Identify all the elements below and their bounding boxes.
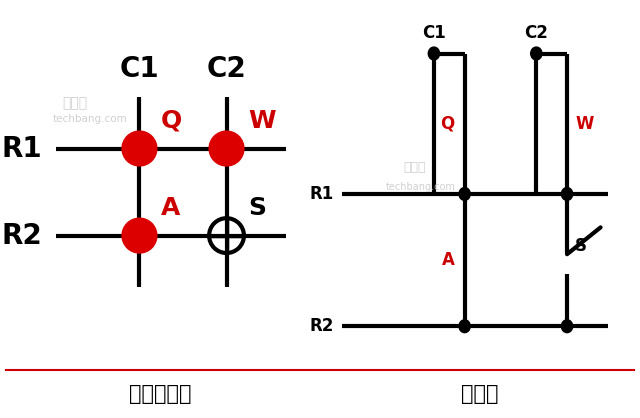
Text: C1: C1 — [120, 55, 159, 83]
Text: R2: R2 — [309, 317, 333, 335]
Circle shape — [561, 320, 573, 333]
Text: A: A — [161, 196, 180, 220]
Text: C1: C1 — [422, 24, 446, 42]
Text: C2: C2 — [207, 55, 246, 83]
Circle shape — [209, 131, 244, 166]
Circle shape — [561, 188, 573, 200]
Text: S: S — [575, 237, 588, 255]
Text: R1: R1 — [1, 135, 42, 163]
Text: C2: C2 — [524, 24, 548, 42]
Circle shape — [459, 188, 470, 200]
Text: Q: Q — [161, 109, 182, 133]
Circle shape — [122, 218, 157, 253]
Text: 工客邦: 工客邦 — [62, 97, 87, 110]
Circle shape — [531, 47, 542, 60]
Text: 電路圖: 電路圖 — [461, 384, 499, 404]
Text: A: A — [442, 251, 454, 269]
Text: 矩陣示意圖: 矩陣示意圖 — [129, 384, 191, 404]
Text: Q: Q — [440, 115, 454, 133]
Text: techbang.com: techbang.com — [386, 182, 456, 192]
Text: S: S — [248, 196, 266, 220]
Text: techbang.com: techbang.com — [52, 114, 127, 124]
Circle shape — [122, 131, 157, 166]
Text: W: W — [575, 115, 594, 133]
Circle shape — [428, 47, 440, 60]
Text: 工客邦: 工客邦 — [403, 161, 426, 173]
Text: R1: R1 — [309, 185, 333, 203]
Text: R2: R2 — [1, 222, 42, 250]
Text: W: W — [248, 109, 276, 133]
Circle shape — [459, 320, 470, 333]
